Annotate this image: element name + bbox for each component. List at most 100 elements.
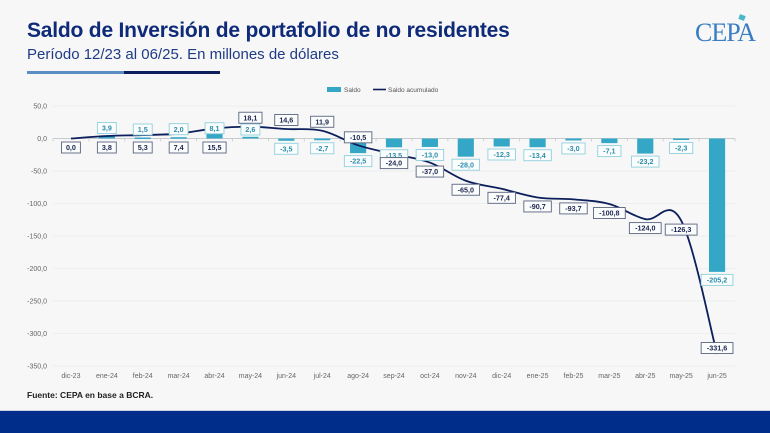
bar-label-text: -12,3 [493, 150, 509, 159]
line-label: -37,0 [415, 165, 445, 178]
line-label-text: -77,4 [493, 193, 509, 202]
x-tick-label: nov-24 [455, 373, 477, 380]
bar-label-box [240, 123, 261, 136]
footer-bar [0, 411, 770, 433]
bar [170, 137, 187, 139]
bar-label-text: -205,2 [707, 275, 727, 284]
line-label: -100,8 [593, 207, 626, 219]
bar-label: -205,2 [700, 273, 734, 286]
x-tick-label: may-24 [239, 373, 262, 380]
y-tick-label: -300,0 [27, 331, 47, 338]
line-label-box [379, 157, 409, 170]
line-label-text: -65,0 [458, 185, 474, 194]
line-label: 14,6 [274, 114, 299, 126]
line-label-box [168, 141, 189, 154]
bar [565, 138, 582, 141]
line-label-text: -331,6 [707, 344, 727, 353]
line-label-box [96, 141, 117, 154]
bar-label-text: -2,7 [316, 144, 328, 153]
line-label: -10,5 [343, 131, 373, 144]
line-label-box [451, 183, 480, 196]
bar-label-text: 2,0 [174, 125, 184, 134]
line-label: -65,0 [451, 183, 480, 196]
line-label-box [310, 115, 335, 128]
bar-label-box [310, 142, 335, 155]
bar [457, 138, 474, 157]
y-tick-label: -250,0 [27, 299, 47, 306]
bar [242, 136, 259, 139]
line-label-text: -24,0 [386, 159, 402, 168]
legend-label-acumulado: Saldo acumulado [388, 87, 439, 94]
bar-label-text: 2,6 [245, 125, 255, 134]
bar-label: -23,2 [631, 155, 660, 168]
bar [385, 138, 403, 148]
x-tick-label: ene-25 [527, 373, 549, 380]
line-label-box [343, 131, 373, 144]
bar [637, 138, 654, 154]
line-label-box [523, 200, 552, 213]
bar-label-box [700, 273, 734, 286]
bar-label-box [343, 155, 373, 168]
line-label-box [700, 342, 734, 354]
bar-label-box [487, 148, 516, 161]
bar-label-text: 8,1 [210, 124, 220, 133]
line-label-box [628, 222, 662, 235]
x-tick-label: dic-24 [492, 373, 511, 380]
line-label: 11,9 [310, 115, 335, 128]
bar [421, 138, 438, 147]
legend-label-saldo: Saldo [344, 87, 361, 94]
bar-label: 2,6 [240, 123, 261, 136]
line-label: 5,3 [132, 141, 153, 154]
x-tick-label: may-25 [669, 373, 692, 380]
line-label: 3,8 [96, 141, 117, 154]
y-tick-label: -350,0 [27, 364, 47, 371]
bar-label-text: 1,5 [138, 125, 148, 134]
legend: Saldo Saldo acumulado [327, 87, 439, 94]
bar [493, 138, 510, 147]
line-label-box [593, 207, 626, 219]
bar [134, 137, 151, 140]
line-label-text: 18,1 [243, 113, 257, 122]
line-label-box [202, 141, 227, 154]
line-label: -77,4 [487, 191, 516, 204]
bar-label-box [597, 145, 622, 158]
line-label-text: -100,8 [599, 209, 619, 218]
line-label-text: 7,4 [174, 143, 184, 152]
bar-label: -3,5 [274, 142, 299, 155]
bar-label: -3,0 [561, 142, 586, 155]
title-underline-dark [124, 71, 220, 74]
gridlines [53, 105, 735, 367]
line-label: -93,7 [559, 202, 588, 215]
bar-label-box [168, 123, 189, 136]
line-label: 7,4 [168, 141, 189, 154]
line-label-text: 5,3 [138, 143, 148, 152]
bar-label-box [96, 122, 117, 134]
line-label-text: -90,7 [529, 202, 545, 211]
x-tick-label: oct-24 [420, 373, 440, 380]
line-label: -331,6 [700, 342, 734, 354]
line-label: 0,0 [61, 141, 81, 154]
bar-label-text: -13,5 [386, 151, 402, 160]
bar-label: -22,5 [343, 155, 373, 168]
bar [601, 138, 618, 144]
y-tick-label: 50,0 [33, 104, 47, 111]
bar-label-text: -13,4 [529, 151, 545, 160]
line-label-text: -93,7 [565, 204, 581, 213]
bar-label: -13,0 [415, 148, 445, 161]
line-label-text: 14,6 [279, 116, 293, 125]
line-label: -90,7 [523, 200, 552, 213]
y-tick-label: -100,0 [27, 201, 47, 208]
x-tick-label: mar-25 [598, 373, 620, 380]
x-tick-label: jul-24 [313, 373, 331, 380]
bar-label: -28,0 [451, 158, 480, 171]
bar-label-text: -23,2 [637, 157, 653, 166]
bar-label: -7,1 [597, 145, 622, 158]
x-tick-label: feb-24 [133, 373, 153, 380]
footer-divider [0, 410, 770, 411]
bar-label: -13,4 [523, 149, 552, 162]
y-tick-label: 0,0 [37, 136, 47, 143]
bar-label-text: -22,5 [350, 157, 366, 166]
line-label-box [487, 191, 516, 204]
x-tick-label: feb-25 [564, 373, 584, 380]
bar-label: -2,7 [310, 142, 335, 155]
